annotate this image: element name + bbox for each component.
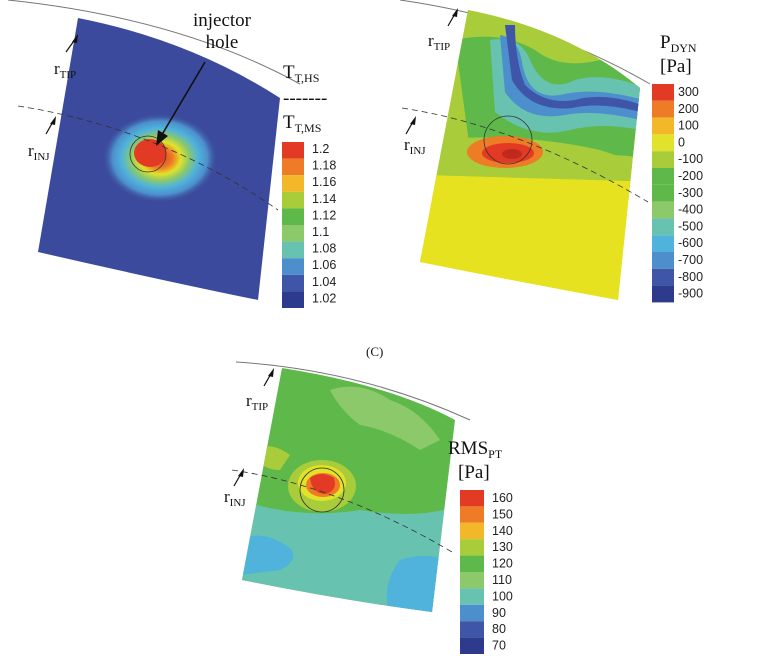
legend-swatch (460, 555, 484, 572)
legend-swatch (460, 637, 484, 654)
legend-swatch (652, 84, 674, 101)
legend-swatch (652, 268, 674, 286)
legend-swatch (282, 208, 304, 225)
legend-tick-label: 120 (492, 557, 513, 571)
legend-swatch (282, 258, 304, 275)
legend-swatch (282, 142, 304, 159)
legend-tick-label: -800 (678, 270, 703, 284)
legend-swatch (652, 168, 674, 185)
legend-tick-label: 100 (492, 589, 513, 603)
legend-tick-label: 1.02 (312, 291, 336, 305)
legend-tick-label: 80 (492, 622, 506, 636)
panel-b-units: [Pa] (660, 56, 692, 77)
panel-a-title-den: TT,MS (283, 112, 321, 135)
legend-swatch (652, 201, 674, 219)
panel-a-title-dash: ------- (283, 88, 327, 109)
legend-swatch (460, 621, 484, 638)
legend-tick-label: 1.12 (312, 208, 336, 222)
legend-tick-label: 1.14 (312, 192, 336, 206)
panel-a-legend: 1.2 1.18 1.16 1.14 1.12 1.1 1.08 1.06 1.04 1.02 (282, 142, 336, 308)
legend-swatch (460, 604, 484, 622)
panel-a-title-num: TT,HS (283, 62, 319, 85)
legend-tick-label: 130 (492, 540, 513, 554)
legend-swatch (652, 184, 674, 202)
legend-swatch (282, 191, 304, 209)
legend-swatch (282, 241, 304, 259)
panel-c-title: RMSPT (448, 438, 503, 461)
legend-swatch (652, 100, 674, 118)
legend-swatch (460, 506, 484, 523)
panel-c-r-inj: rINJ (224, 487, 246, 509)
panel-a: injector hole rTIP rINJ TT,HS ------- TT… (7, 0, 336, 308)
panel-c-r-tip: rTIP (246, 391, 268, 413)
legend-tick-label: -100 (678, 152, 703, 166)
legend-swatch (652, 117, 674, 135)
legend-tick-label: 300 (678, 85, 699, 99)
panel-b-legend: 300 200 100 0 -100 -200 -300 -400 -500 -600 -700 -8… (652, 84, 703, 303)
legend-swatch (652, 252, 674, 269)
panel-b-r-tip: rTIP (428, 31, 450, 53)
panel-b-r-inj: rINJ (404, 135, 426, 157)
legend-swatch (460, 490, 484, 507)
legend-swatch (282, 175, 304, 192)
legend-tick-label: 100 (678, 119, 699, 133)
panel-a-r-inj: rINJ (28, 141, 50, 163)
legend-tick-label: 160 (492, 491, 513, 505)
legend-tick-label: -300 (678, 186, 703, 200)
panel-c-injector-hole (299, 467, 345, 513)
legend-tick-label: 150 (492, 507, 513, 521)
legend-tick-label: 90 (492, 606, 506, 620)
annotation-line2: hole (206, 32, 239, 53)
legend-tick-label: -700 (678, 253, 703, 267)
legend-tick-label: 200 (678, 102, 699, 116)
legend-swatch (652, 285, 674, 303)
legend-swatch (282, 158, 304, 176)
panel-a-r-tip: rTIP (54, 59, 76, 81)
legend-tick-label: -400 (678, 203, 703, 217)
panel-c: rTIP rINJ RMSPT [Pa] 1601501401301201101… (224, 361, 513, 654)
legend-swatch (282, 225, 304, 242)
legend-tick-label: 1.04 (312, 275, 336, 289)
legend-tick-label: 1.18 (312, 159, 336, 173)
legend-swatch (460, 522, 484, 540)
panel-b-title: PDYN (660, 32, 697, 55)
legend-tick-label: 1.16 (312, 175, 336, 189)
panel-a-injector-hole (129, 135, 167, 173)
legend-tick-label: -600 (678, 236, 703, 250)
legend-swatch (282, 274, 304, 292)
legend-swatch (652, 134, 674, 152)
legend-tick-label: 140 (492, 524, 513, 538)
legend-tick-label: 1.1 (312, 225, 329, 239)
legend-tick-label: 110 (492, 573, 512, 587)
legend-tick-label: -900 (678, 287, 703, 301)
legend-tick-label: -500 (678, 219, 703, 233)
legend-tick-label: 1.06 (312, 258, 336, 272)
legend-tick-label: 0 (678, 135, 685, 149)
annotation-line1: injector (193, 10, 252, 31)
legend-swatch (460, 539, 484, 556)
legend-tick-label: -200 (678, 169, 703, 183)
legend-swatch (652, 151, 674, 168)
injector-hole-arrow (159, 61, 206, 139)
panel-b: rTIP rINJ PDYN [Pa] 300 200 100 0 -100 -200 -3… (399, 0, 703, 303)
legend-swatch (652, 235, 674, 252)
legend-tick-label: 1.08 (312, 242, 336, 256)
legend-swatch (460, 572, 484, 589)
legend-swatch (460, 588, 484, 605)
legend-tick-label: 1.2 (312, 142, 329, 156)
legend-swatch (282, 291, 304, 308)
panel-c-units: [Pa] (458, 462, 490, 483)
panel-b-injector-hole (483, 115, 533, 165)
panel-c-legend: 160 150 140 130 120 110 100 90 80 70 (460, 490, 513, 654)
legend-tick-label: 70 (492, 639, 506, 653)
panel-label: (C) (366, 344, 383, 359)
legend-swatch (652, 218, 674, 236)
